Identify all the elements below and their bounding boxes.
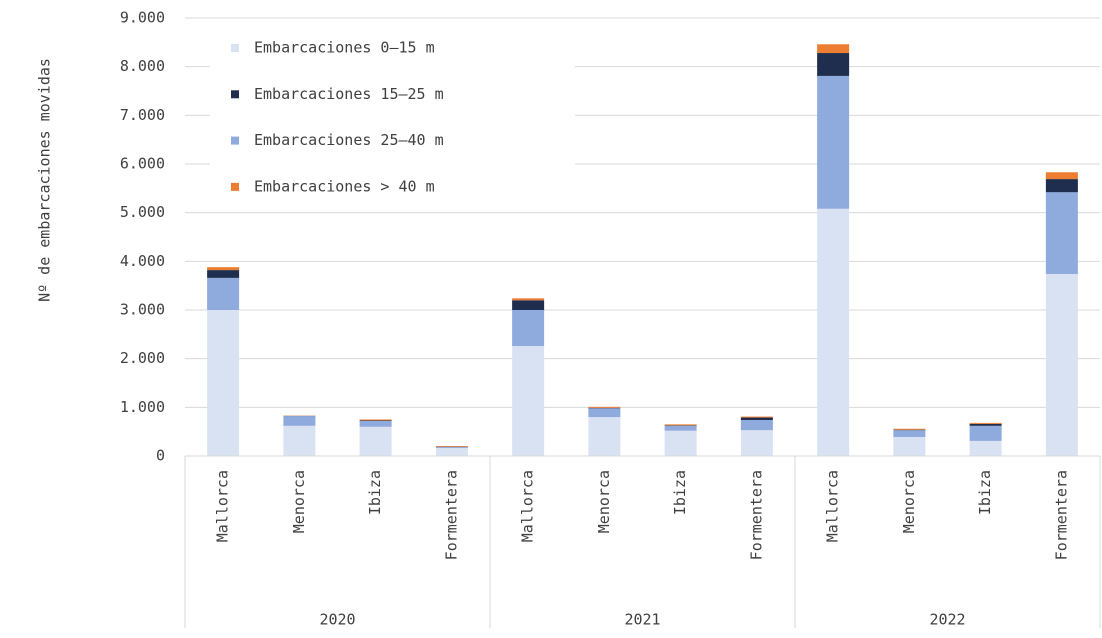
bar-segment [741,420,773,430]
bar-segment [970,423,1002,424]
legend-marker [231,90,239,98]
legend-marker [231,137,239,145]
bar-segment [665,424,697,425]
x-tick-label: Ibiza [671,470,689,515]
x-tick-label: Menorca [900,470,918,533]
bar-segment [665,431,697,456]
bar-segment [283,416,315,426]
bar-segment [970,441,1002,456]
bar-segment [741,417,773,418]
bar-segment [1046,179,1078,192]
y-tick-label: 9.000 [120,9,165,27]
bar-segment [207,270,239,278]
bar-segment [741,418,773,420]
bar-segment [893,437,925,456]
bar-segment [360,421,392,427]
bar-segment [1046,172,1078,179]
bar-segment [893,429,925,430]
group-label: 2022 [929,611,965,629]
x-tick-label: Formentera [1052,470,1070,560]
bar-segment [817,44,849,53]
legend-label: Embarcaciones 15–25 m [254,85,444,103]
bar-segment [512,298,544,300]
bar-segment [512,300,544,310]
bar-segment [588,407,620,408]
x-tick-label: Ibiza [976,470,994,515]
bar-segment [1046,192,1078,274]
group-label: 2020 [319,611,355,629]
bar-segment [588,417,620,456]
bar-segment [360,420,392,421]
bar-segment [665,426,697,431]
y-tick-label: 1.000 [120,398,165,416]
x-tick-label: Menorca [595,470,613,533]
y-tick-label: 2.000 [120,349,165,367]
x-tick-label: Formentera [747,470,765,560]
x-tick-label: Mallorca [824,470,842,542]
x-tick-label: Mallorca [214,470,232,542]
bar-segment [817,53,849,76]
legend-label: Embarcaciones 0–15 m [254,39,435,57]
bar-segment [512,310,544,346]
x-tick-label: Ibiza [366,470,384,515]
bar-segment [817,76,849,209]
bar-segment [1046,274,1078,456]
y-tick-label: 3.000 [120,301,165,319]
bar-segment [436,448,468,456]
bar-segment [741,430,773,456]
legend-marker [231,183,239,191]
y-axis-label: Nº de embarcaciones movidas [36,58,54,302]
legend-label: Embarcaciones > 40 m [254,177,435,195]
bar-segment [893,430,925,437]
bar-segment [970,424,1002,426]
x-tick-label: Menorca [290,470,308,533]
x-tick-label: Formentera [442,470,460,560]
y-tick-label: 8.000 [120,57,165,75]
bar-segment [512,346,544,456]
bar-segment [436,446,468,447]
bar-segment [588,408,620,417]
y-tick-label: 7.000 [120,106,165,124]
y-tick-label: 6.000 [120,155,165,173]
bar-segment [207,267,239,270]
y-tick-label: 5.000 [120,203,165,221]
group-label: 2021 [624,611,660,629]
bar-segment [817,209,849,456]
bar-segment [970,426,1002,441]
y-tick-label: 4.000 [120,252,165,270]
bar-segment [283,426,315,456]
x-tick-label: Mallorca [519,470,537,542]
legend-marker [231,44,239,52]
y-tick-label: 0 [156,447,165,465]
legend-label: Embarcaciones 25–40 m [254,131,444,149]
bar-segment [207,278,239,310]
bar-segment [436,447,468,448]
bar-segment [360,427,392,456]
bar-segment [207,310,239,456]
